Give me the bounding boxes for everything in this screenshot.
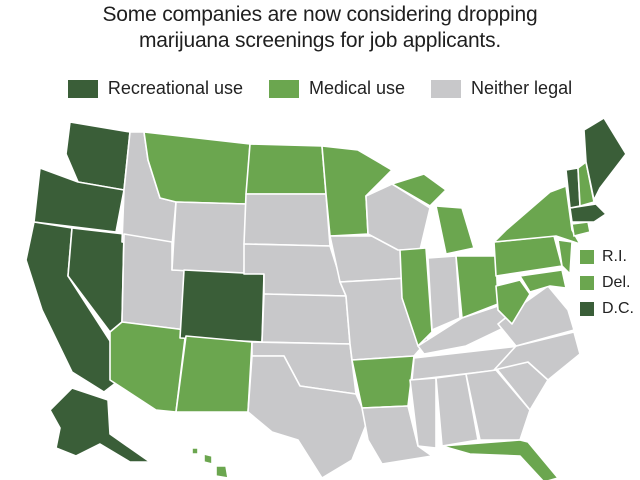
state-IN <box>427 255 461 331</box>
legend-item-neither: Neither legal <box>431 78 572 99</box>
small-states-legend: R.I. Del. D.C. <box>580 248 634 318</box>
legend-item-recreational: Recreational use <box>67 78 243 99</box>
state-SD <box>243 193 331 247</box>
title-line-2: marijuana screenings for job applicants. <box>138 29 502 52</box>
state-NY <box>493 185 581 245</box>
legend-item-medical: Medical use <box>268 78 406 99</box>
us-state-map <box>25 117 627 480</box>
state-PA <box>493 235 563 277</box>
legend-swatch-medical <box>268 79 299 98</box>
small-legend-item-ri: R.I. <box>580 248 634 266</box>
state-NM <box>175 335 253 413</box>
state-AZ <box>109 321 187 413</box>
small-swatch-ri <box>580 250 594 264</box>
state-MD <box>519 269 567 293</box>
state-IL <box>399 247 433 347</box>
title-line-1: Some companies are now considering dropp… <box>102 3 538 26</box>
small-label-del: Del. <box>602 274 631 291</box>
state-KS <box>261 293 351 345</box>
state-TX <box>247 355 369 479</box>
state-NH <box>577 161 595 207</box>
state-CT <box>571 221 591 237</box>
small-label-dc: D.C. <box>602 300 634 317</box>
small-legend-item-del: Del. <box>580 274 634 292</box>
state-AR <box>351 355 415 409</box>
state-HI <box>191 447 229 479</box>
state-AL <box>435 373 479 447</box>
state-MI <box>391 173 475 255</box>
state-LA <box>361 405 433 465</box>
state-AK <box>49 387 151 463</box>
state-WY <box>171 201 247 275</box>
state-ND <box>245 143 327 195</box>
small-swatch-del <box>580 276 594 290</box>
state-MT <box>143 131 251 205</box>
state-WV <box>495 279 531 325</box>
state-NJ <box>557 239 573 275</box>
map-title: Some companies are now considering dropp… <box>0 2 640 54</box>
small-legend-item-dc: D.C. <box>580 300 634 318</box>
state-CO <box>179 269 265 343</box>
legend-swatch-neither <box>431 79 462 98</box>
state-FL <box>441 439 559 480</box>
small-swatch-dc <box>580 302 594 316</box>
state-NC <box>493 331 581 381</box>
legend-swatch-recreational <box>67 79 98 98</box>
state-WA <box>65 121 131 191</box>
legend-label-medical: Medical use <box>308 78 406 98</box>
state-MS <box>409 377 437 449</box>
state-GA <box>465 369 531 441</box>
map-legend: Recreational use Medical use Neither leg… <box>0 78 640 99</box>
legend-label-neither: Neither legal <box>471 78 573 98</box>
small-label-ri: R.I. <box>602 248 627 265</box>
legend-label-recreational: Recreational use <box>107 78 243 98</box>
state-OR <box>33 167 125 233</box>
state-ME <box>583 117 627 201</box>
state-MA <box>569 203 607 223</box>
